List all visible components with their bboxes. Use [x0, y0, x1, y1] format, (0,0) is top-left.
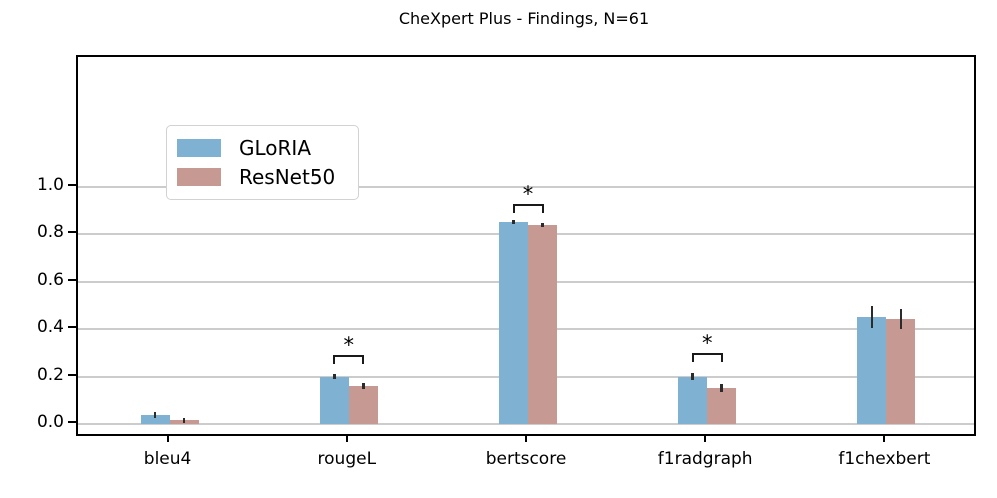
bar-gloria-rougeL: [319, 376, 349, 424]
error-bar: [899, 308, 903, 330]
error-bar: [362, 383, 365, 389]
sig-bracket-rougeL: [333, 355, 365, 365]
legend-label-gloria: GLoRIA: [239, 136, 312, 160]
error-bar: [153, 412, 157, 419]
y-tick: [68, 373, 76, 376]
bar-resnet50-f1chexbert: [886, 319, 916, 424]
error-bar: [512, 220, 515, 225]
error-bar: [720, 384, 723, 392]
x-tick: [525, 434, 527, 442]
y-tick: [68, 326, 76, 329]
x-tick: [883, 434, 886, 442]
error-bar: [333, 373, 336, 380]
y-tick-label: 0.6: [36, 269, 64, 290]
y-tick-label: 0.2: [36, 364, 64, 385]
x-tick-label: bleu4: [143, 449, 192, 469]
x-tick: [704, 434, 707, 442]
bar-gloria-bleu4: [140, 415, 170, 424]
y-tick-label: 0.8: [36, 222, 64, 243]
error-bar: [870, 306, 874, 328]
y-tick: [68, 184, 76, 186]
error-bar: [541, 223, 544, 228]
legend-item-resnet50: ResNet50: [177, 164, 358, 190]
bar-gloria-f1chexbert: [857, 317, 887, 424]
y-tick: [68, 231, 76, 234]
y-tick-label: 1.0: [36, 175, 64, 195]
error-bar: [691, 373, 694, 381]
gridline: [78, 423, 974, 425]
legend-label-resnet50: ResNet50: [239, 165, 336, 189]
legend-item-gloria: GLoRIA: [177, 135, 358, 161]
bar-resnet50-f1radgraph: [707, 387, 737, 424]
sig-star-f1radgraph: *: [701, 330, 713, 355]
legend-swatch-resnet50: [177, 168, 221, 186]
plot-area: * * * GLoRIA ResNet50: [76, 55, 976, 436]
sig-bracket-f1radgraph: [691, 352, 723, 362]
bar-gloria-f1radgraph: [678, 376, 708, 424]
y-tick-label: 0.0: [36, 412, 64, 432]
x-tick-label: f1chexbert: [838, 449, 931, 469]
sig-star-rougeL: *: [343, 333, 355, 358]
legend: GLoRIA ResNet50: [166, 125, 359, 200]
y-tick: [68, 421, 76, 423]
x-tick-label: bertscore: [485, 449, 567, 469]
y-tick-label: 0.4: [36, 317, 64, 338]
bar-resnet50-bertscore: [528, 225, 557, 424]
y-tick: [68, 278, 76, 281]
x-tick-label: rougeL: [317, 449, 377, 469]
bar-gloria-bertscore: [499, 222, 528, 424]
error-bar: [182, 417, 186, 423]
sig-bracket-bertscore: [512, 203, 544, 213]
gridline: [78, 186, 974, 188]
legend-swatch-gloria: [177, 139, 221, 157]
bar-resnet50-rougeL: [348, 386, 378, 424]
x-tick: [166, 434, 169, 442]
sig-star-bertscore: *: [522, 181, 534, 206]
x-tick-label: f1radgraph: [657, 449, 753, 469]
x-tick: [345, 434, 348, 442]
chart-title: CheXpert Plus - Findings, N=61: [398, 9, 650, 28]
